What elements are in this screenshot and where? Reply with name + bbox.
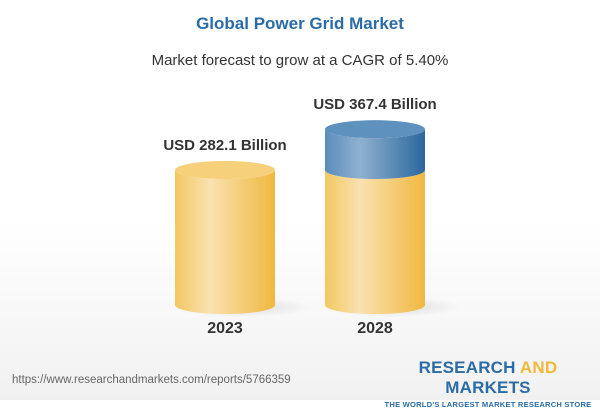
data-label: USD 282.1 Billion [163,137,286,154]
category-label: 2028 [357,320,393,337]
bar-2023 [175,170,275,314]
bar-top-2023 [175,161,275,179]
chart-subtitle: Market forecast to grow at a CAGR of 5.4… [151,52,449,69]
bar-top-2028 [325,120,425,139]
bar-growth-2028 [325,129,425,179]
research-and-markets-logo: RESEARCH AND MARKETS THE WORLD'S LARGEST… [384,358,592,409]
category-label: 2023 [207,320,243,337]
bar-base-2028 [325,170,425,314]
source-url[interactable]: https://www.researchandmarkets.com/repor… [12,374,291,386]
data-label: USD 367.4 Billion [313,96,436,113]
chart-title: Global Power Grid Market [196,14,404,33]
cylinder-chart: USD 282.1 Billion 2023 USD 367.4 Billion 20… [163,96,461,337]
